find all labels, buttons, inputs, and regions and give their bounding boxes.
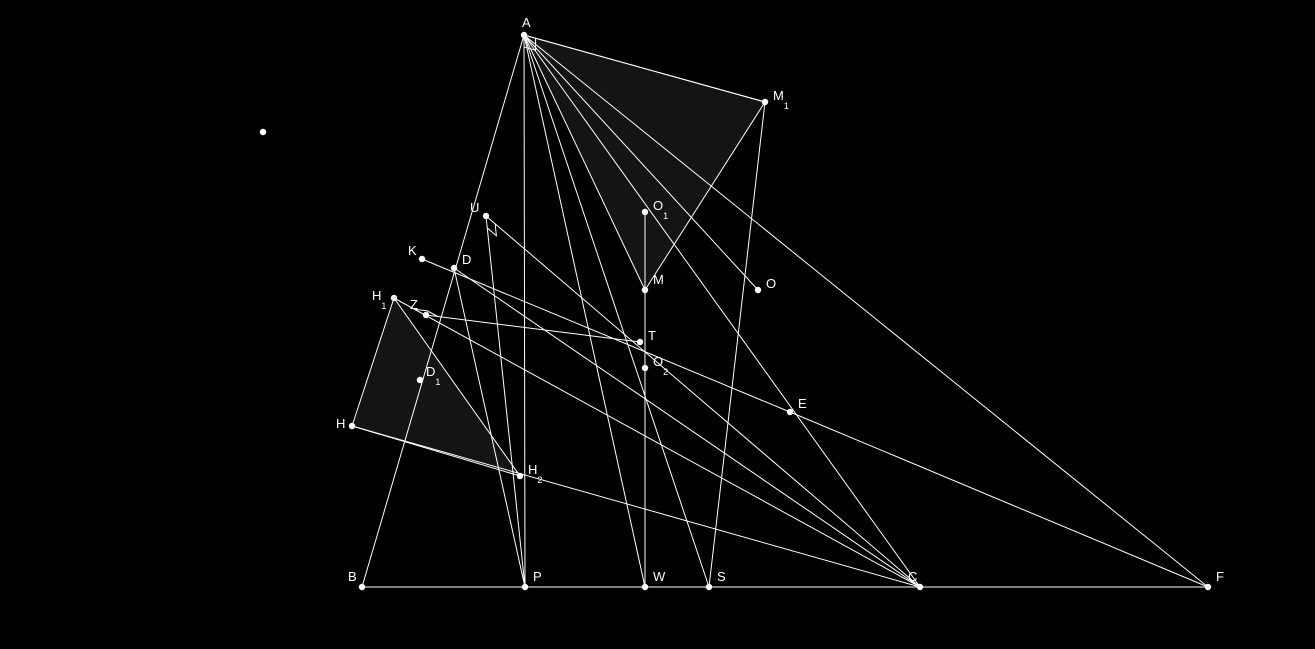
point-U: [483, 213, 489, 219]
point-S: [706, 584, 712, 590]
point-D1: [417, 377, 423, 383]
point-A: [521, 32, 527, 38]
geometry-diagram: AM1O1UKDMOH1ZTO2D1EHH2BPWSCF: [0, 0, 1315, 649]
segment: [426, 315, 640, 342]
label-H2: H2: [528, 462, 542, 485]
label-H: H: [336, 416, 345, 431]
label-F: F: [1216, 569, 1224, 584]
segment: [790, 412, 1208, 587]
point-H2: [517, 473, 523, 479]
segment: [454, 268, 920, 587]
point-ISO: [260, 129, 266, 135]
point-K: [419, 256, 425, 262]
label-O2: O2: [653, 354, 668, 377]
label-M1: M1: [773, 88, 789, 111]
label-P: P: [533, 569, 542, 584]
point-F: [1205, 584, 1211, 590]
label-D: D: [462, 252, 471, 267]
segment: [486, 216, 920, 587]
point-O2: [642, 365, 648, 371]
label-M: M: [653, 272, 664, 287]
point-D: [451, 265, 457, 271]
label-C: C: [908, 569, 917, 584]
point-M1: [762, 99, 768, 105]
point-P: [522, 584, 528, 590]
point-M: [642, 287, 648, 293]
point-E: [787, 409, 793, 415]
label-A: A: [522, 15, 531, 30]
point-T: [637, 339, 643, 345]
point-B: [359, 584, 365, 590]
label-H1: H1: [372, 288, 386, 311]
label-T: T: [648, 328, 656, 343]
label-K: K: [408, 243, 417, 258]
point-W: [642, 584, 648, 590]
point-O: [755, 287, 761, 293]
label-S: S: [717, 569, 726, 584]
point-H1: [391, 295, 397, 301]
point-C: [917, 584, 923, 590]
label-Z: Z: [410, 297, 418, 312]
label-W: W: [653, 569, 666, 584]
segment: [352, 426, 920, 587]
point-H: [349, 423, 355, 429]
label-U: U: [470, 200, 479, 215]
label-O: O: [766, 276, 776, 291]
right-angle-mark: [487, 224, 496, 236]
segment: [362, 35, 524, 587]
label-B: B: [348, 569, 357, 584]
segment: [524, 35, 525, 587]
segment: [486, 216, 525, 587]
label-E: E: [798, 396, 807, 411]
segment: [422, 259, 790, 412]
point-Z: [423, 312, 429, 318]
point-O1: [642, 209, 648, 215]
